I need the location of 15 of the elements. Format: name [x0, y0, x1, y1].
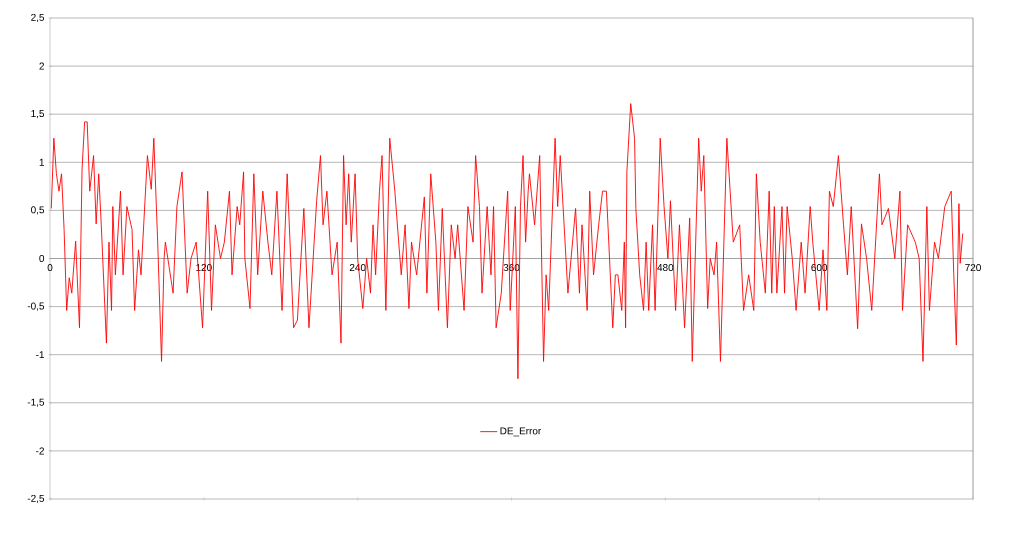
y-tick-label: 1 — [39, 158, 44, 166]
x-tick-label: 720 — [965, 264, 981, 272]
legend-label: DE_Error — [500, 427, 542, 437]
y-tick-label: -1 — [36, 351, 44, 359]
x-tick-label: 0 — [47, 264, 53, 272]
y-tick-label: -1,5 — [27, 398, 45, 407]
y-tick-label: -2,5 — [27, 494, 45, 504]
y-tick-label: 2 — [39, 62, 44, 70]
y-tick-label: 2,5 — [31, 13, 45, 23]
y-tick-label: -2 — [36, 447, 44, 455]
y-tick-label: -0,5 — [27, 302, 45, 311]
y-tick-label: 0,5 — [31, 206, 45, 215]
x-tick-label: 600 — [811, 264, 828, 272]
y-tick-label: 0 — [39, 254, 45, 263]
y-tick-label: 1,5 — [31, 110, 45, 119]
